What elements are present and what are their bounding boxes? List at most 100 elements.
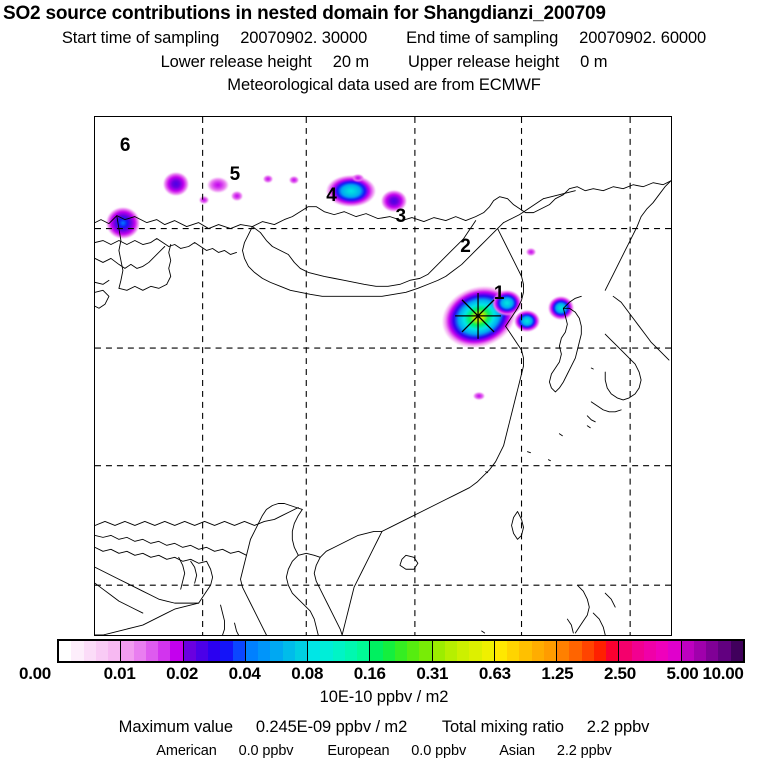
- colorbar-step: [183, 641, 196, 661]
- colorbar-step: [195, 641, 209, 661]
- maximum-value: 0.245E-09 ppbv / m2: [255, 718, 408, 736]
- start-time-label: Start time of sampling: [61, 29, 220, 47]
- colorbar-segment: [370, 641, 433, 661]
- colorbar-step: [407, 641, 420, 661]
- colorbar-tick: 0.16: [353, 664, 386, 683]
- colorbar-step: [294, 641, 308, 661]
- colorbar-step: [270, 641, 283, 661]
- colorbar-unit-label: 10E-10 ppbv / m2: [319, 688, 449, 706]
- colorbar-step: [320, 641, 333, 661]
- colorbar-step: [71, 641, 84, 661]
- coastline-map: [95, 180, 671, 635]
- colorbar-step: [444, 641, 458, 661]
- maximum-value-label: Maximum value: [118, 718, 233, 736]
- colorbar-step: [593, 641, 607, 661]
- source-label-4: 4: [326, 184, 337, 206]
- plume-blob: [105, 206, 140, 239]
- asian-label: Asian: [499, 743, 535, 759]
- american-value: 0.0 ppbv: [238, 743, 294, 759]
- plume-blob: [230, 191, 243, 202]
- colorbar-segment: [681, 641, 743, 661]
- colorbar-step: [344, 641, 358, 661]
- colorbar-tick: 0.08: [291, 664, 324, 683]
- colorbar-step: [481, 641, 494, 661]
- latlon-gridlines: [95, 117, 671, 635]
- colorbar-step: [332, 641, 345, 661]
- colorbar-step: [656, 641, 669, 661]
- footer-summary-line: Maximum value 0.245E-09 ppbv / m2 Total …: [0, 718, 768, 737]
- header-block: SO2 source contributions in nested domai…: [0, 0, 768, 94]
- colorbar-step: [95, 641, 108, 661]
- plume-blob: [473, 392, 486, 401]
- colorbar-step: [158, 641, 171, 661]
- colorbar-step: [83, 641, 96, 661]
- plume-blob: [351, 174, 364, 183]
- colorbar-step: [108, 641, 121, 661]
- asian-value: 2.2 ppbv: [556, 743, 612, 759]
- colorbar-step: [208, 641, 221, 661]
- colorbar-step: [170, 641, 183, 661]
- footer-block: Maximum value 0.245E-09 ppbv / m2 Total …: [0, 718, 768, 759]
- colorbar-step: [469, 641, 482, 661]
- colorbar-step: [569, 641, 582, 661]
- plume-blob: [491, 290, 522, 317]
- source-label-2: 2: [460, 235, 471, 257]
- source-label-3: 3: [395, 205, 407, 227]
- annotation-layer: 1 2 3 4 5 6: [95, 117, 671, 635]
- colorbar-tick: 0.02: [166, 664, 199, 683]
- plume-blob: [526, 248, 537, 257]
- receptor-star-marker: [455, 293, 501, 339]
- colorbar-step: [730, 641, 743, 661]
- colorbar-step: [668, 641, 681, 661]
- colorbar-step: [643, 641, 657, 661]
- colorbar-step: [457, 641, 470, 661]
- colorbar-step: [543, 641, 557, 661]
- start-time-value: 20070902. 30000: [240, 29, 368, 47]
- colorbar-segment: [494, 641, 558, 661]
- colorbar-step: [507, 641, 520, 661]
- colorbar-tick: 0.00: [19, 664, 51, 683]
- colorbar-step: [581, 641, 594, 661]
- plume-blob: [206, 176, 229, 193]
- met-data-note: Meteorological data used are from ECMWF: [227, 76, 541, 94]
- colorbar-tick: 1.25: [541, 664, 574, 683]
- colorbar-tick: 0.04: [228, 664, 261, 683]
- sampling-time-line: Start time of sampling 20070902. 30000 E…: [0, 23, 768, 47]
- colorbar-step: [121, 641, 134, 661]
- colorbar-tick: 0.63: [478, 664, 511, 683]
- colorbar-step: [432, 641, 445, 661]
- page-title: SO2 source contributions in nested domai…: [3, 3, 606, 24]
- total-mixing-ratio-value: 2.2 ppbv: [586, 718, 650, 736]
- european-value: 0.0 ppbv: [411, 743, 467, 759]
- plume-blob: [289, 176, 300, 185]
- source-label-5: 5: [229, 163, 241, 185]
- colorbar-step: [370, 641, 383, 661]
- colorbar-tick: 5.00: [666, 664, 699, 683]
- plume-blob: [263, 175, 274, 184]
- colorbar-segment: [121, 641, 184, 661]
- plume-blob: [198, 196, 209, 205]
- colorbar-tick: 2.50: [603, 664, 636, 683]
- colorbar-step: [631, 641, 644, 661]
- colorbar-step: [245, 641, 259, 661]
- plume-blob: [326, 175, 377, 208]
- total-mixing-ratio-label: Total mixing ratio: [441, 718, 564, 736]
- end-time-value: 20070902. 60000: [579, 29, 707, 47]
- colorbar-step: [382, 641, 395, 661]
- colorbar-segment: [59, 641, 122, 661]
- colorbar-step: [531, 641, 544, 661]
- colorbar-tick: 0.01: [103, 664, 136, 683]
- colorbar-container: [57, 639, 745, 663]
- colorbar-segment: [619, 641, 682, 661]
- colorbar-tick: 10.00: [702, 664, 744, 683]
- colorbar-step: [419, 641, 432, 661]
- colorbar-tick-labels: 0.00 0.01 0.02 0.04 0.08 0.16 0.31 0.63 1.25 2.50…: [0, 664, 768, 686]
- colorbar-step: [282, 641, 295, 661]
- plume-blob: [162, 171, 189, 196]
- colorbar: [57, 639, 745, 663]
- map-plot-area: 1 2 3 4 5 6: [94, 116, 672, 636]
- colorbar-segment: [245, 641, 309, 661]
- colorbar-step: [357, 641, 370, 661]
- colorbar-step: [232, 641, 245, 661]
- plume-blob: [514, 309, 541, 332]
